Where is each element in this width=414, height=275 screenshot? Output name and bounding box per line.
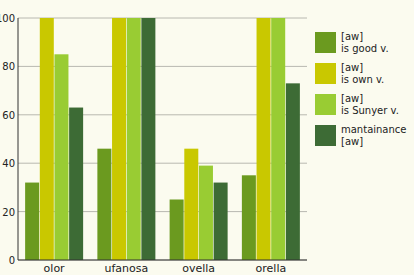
legend-swatch <box>315 32 336 53</box>
y-tick-label: 80 <box>2 61 15 72</box>
legend-label: [aw]is good v. <box>341 31 389 54</box>
x-axis <box>18 260 307 261</box>
legend-label-line: is good v. <box>341 43 389 54</box>
bar <box>286 83 300 260</box>
legend-label: [aw]is own v. <box>341 62 384 85</box>
x-tick-label: ovella <box>182 262 215 275</box>
grid-line <box>18 260 307 261</box>
bar <box>97 149 111 260</box>
y-tick-label: 100 <box>0 13 15 24</box>
bar <box>127 18 141 260</box>
bar <box>214 183 228 260</box>
legend-label-line: [aw] <box>341 136 363 147</box>
legend-label: [aw]is Sunyer v. <box>341 93 399 116</box>
legend-label-line: mantainance <box>341 124 407 135</box>
bar <box>170 200 184 261</box>
bar <box>141 18 155 260</box>
legend-label: mantainance[aw] <box>341 124 407 147</box>
bar <box>257 18 271 260</box>
legend-label-line: [aw] <box>341 31 363 42</box>
bar <box>199 166 213 260</box>
y-tick-label: 0 <box>9 255 15 266</box>
x-tick-label: ufanosa <box>104 262 148 275</box>
bar <box>184 149 198 260</box>
bar <box>40 18 54 260</box>
chart: 020406080100olorufanosaovellaorella[aw]i… <box>0 0 414 275</box>
y-axis <box>18 18 19 260</box>
y-tick-label: 40 <box>2 158 15 169</box>
legend-label-line: is Sunyer v. <box>341 105 399 116</box>
y-tick-label: 20 <box>2 207 15 218</box>
legend-label-line: is own v. <box>341 74 384 85</box>
bar <box>271 18 285 260</box>
legend-swatch <box>315 63 336 84</box>
legend-swatch <box>315 125 336 146</box>
bar <box>54 54 68 260</box>
x-tick-label: orella <box>256 262 287 275</box>
y-tick-label: 60 <box>2 110 15 121</box>
bar <box>25 183 39 260</box>
x-tick-label: olor <box>44 262 66 275</box>
legend-label-line: [aw] <box>341 62 363 73</box>
legend-label-line: [aw] <box>341 93 363 104</box>
bars <box>25 18 300 260</box>
bar <box>69 108 83 260</box>
bar <box>112 18 126 260</box>
bar <box>242 175 256 260</box>
background <box>0 0 414 275</box>
legend-swatch <box>315 94 336 115</box>
